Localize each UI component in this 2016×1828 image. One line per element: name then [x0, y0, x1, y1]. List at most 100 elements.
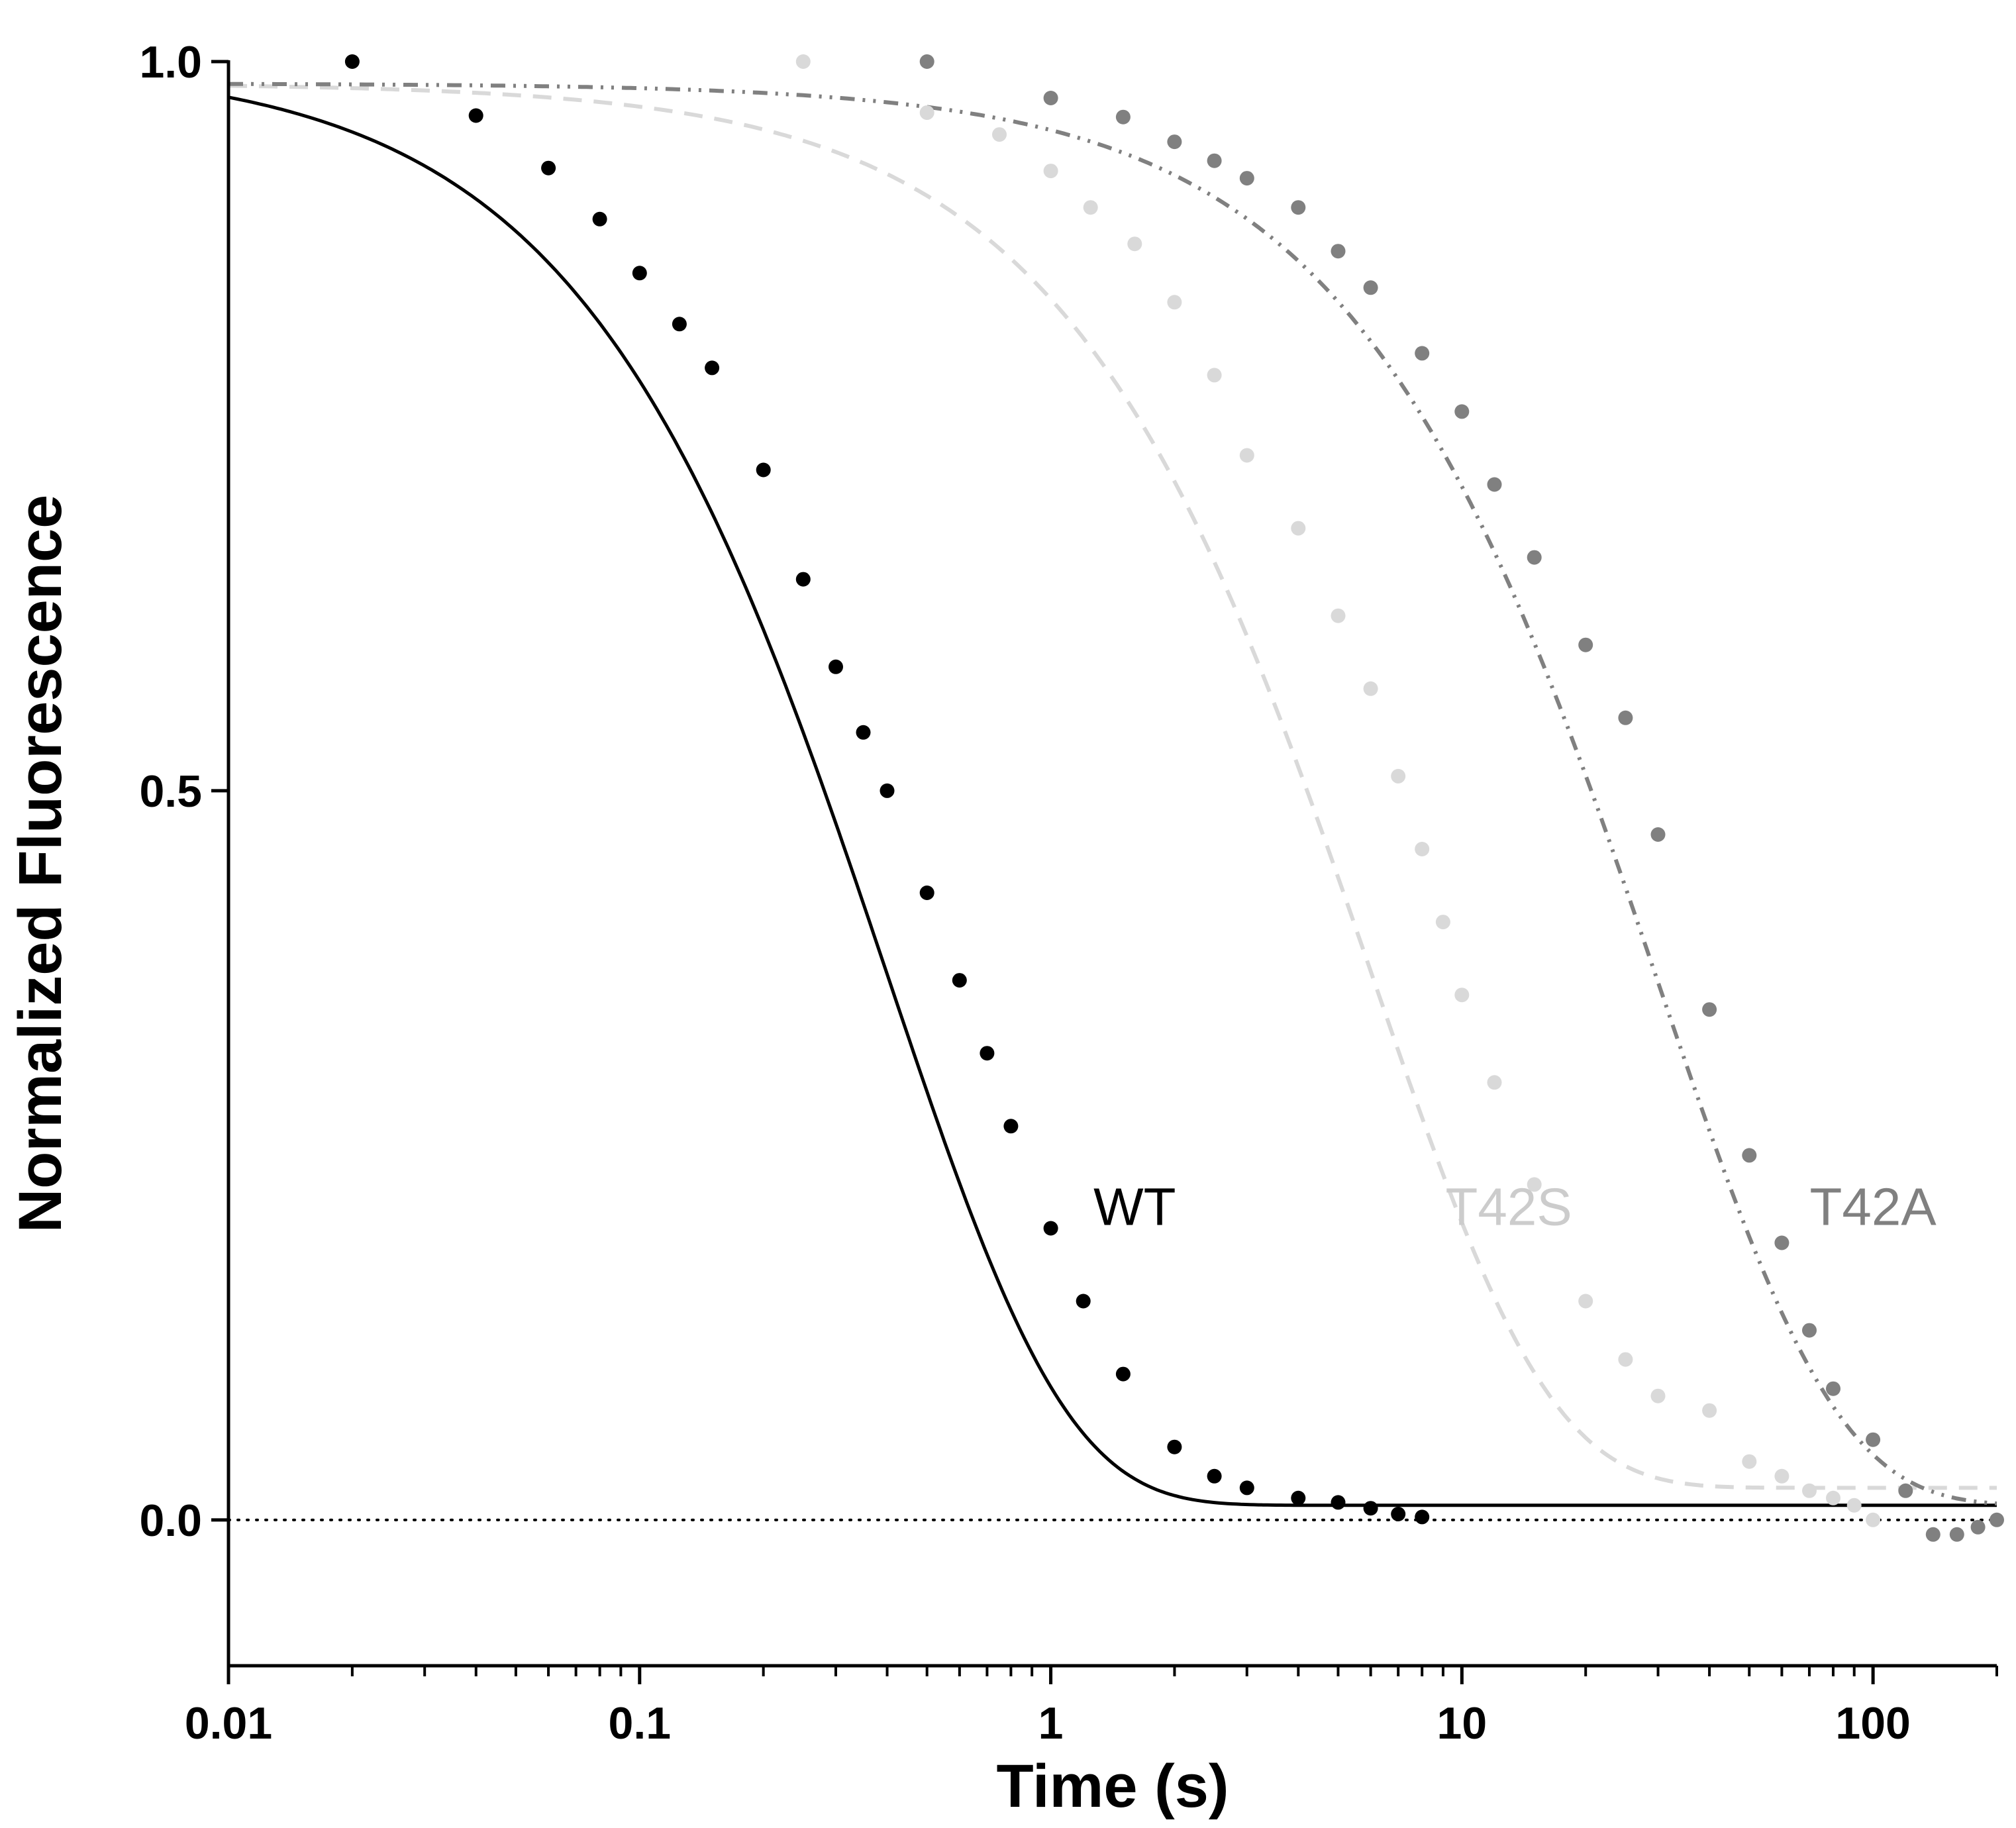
data-point-t42a — [1774, 1235, 1789, 1250]
data-point-t42a — [1650, 827, 1666, 842]
y-axis-title: Normalized Fluorescence — [7, 495, 74, 1233]
data-point-t42a — [1487, 477, 1502, 492]
x-tick-label: 100 — [1835, 1698, 1910, 1749]
data-point-t42a — [1925, 1527, 1940, 1542]
data-point-wt — [468, 108, 483, 123]
data-point-t42s — [1702, 1403, 1717, 1418]
data-point-wt — [1003, 1119, 1019, 1134]
data-point-t42s — [1291, 521, 1306, 536]
data-point-t42a — [1167, 134, 1182, 150]
x-tick-label: 10 — [1437, 1698, 1487, 1749]
data-point-t42s — [1331, 608, 1346, 623]
data-point-wt — [1239, 1480, 1254, 1496]
data-point-t42s — [919, 105, 934, 121]
data-point-t42a — [1702, 1002, 1717, 1017]
fit-curve-t42s — [228, 83, 1997, 1490]
y-tick-label: 1.0 — [139, 37, 202, 87]
data-point-t42a — [1949, 1527, 1964, 1542]
data-point-t42s — [1043, 164, 1058, 179]
data-point-t42s — [1083, 200, 1098, 215]
x-tick-label: 1 — [1038, 1698, 1064, 1749]
data-point-wt — [1076, 1294, 1091, 1309]
data-point-t42a — [1826, 1381, 1840, 1396]
data-point-t42s — [1774, 1468, 1789, 1484]
data-point-t42a — [1239, 171, 1254, 186]
fit-curve-wt — [228, 95, 1997, 1507]
data-point-t42s — [1207, 368, 1222, 383]
data-point-wt — [952, 973, 967, 988]
series-label-t42s: T42S — [1445, 1177, 1572, 1236]
data-point-t42s — [1866, 1512, 1881, 1527]
x-axis-title: Time (s) — [996, 1752, 1229, 1820]
data-point-wt — [1043, 1221, 1058, 1236]
data-point-wt — [672, 317, 687, 332]
data-point-t42a — [1990, 1512, 2004, 1527]
data-point-t42s — [1487, 1075, 1502, 1090]
fit-curves-layer — [228, 81, 1997, 1507]
series-label-t42a: T42A — [1810, 1177, 1937, 1236]
data-point-t42a — [1578, 637, 1593, 652]
series-t42a-points — [919, 54, 2004, 1542]
data-point-t42s — [1846, 1498, 1862, 1513]
data-point-wt — [829, 659, 843, 674]
data-point-wt — [1167, 1439, 1182, 1454]
data-point-wt — [1115, 1366, 1131, 1382]
data-point-t42a — [1415, 346, 1430, 361]
data-point-t42a — [1742, 1148, 1757, 1163]
data-point-wt — [541, 160, 556, 176]
data-point-t42s — [992, 127, 1007, 142]
data-point-wt — [856, 725, 871, 740]
data-point-t42s — [795, 54, 811, 69]
data-point-wt — [756, 462, 771, 478]
data-point-t42a — [1802, 1323, 1817, 1338]
x-tick-label: 0.1 — [609, 1698, 672, 1749]
data-point-t42a — [1291, 200, 1306, 215]
data-point-wt — [592, 211, 607, 227]
data-point-t42s — [1802, 1483, 1817, 1498]
data-point-wt — [1415, 1509, 1430, 1525]
data-point-wt — [980, 1046, 995, 1061]
data-point-t42s — [1742, 1454, 1757, 1469]
data-point-t42s — [1650, 1388, 1666, 1403]
data-point-t42a — [1618, 710, 1633, 725]
series-wt-points — [344, 54, 1430, 1525]
data-point-t42s — [1391, 768, 1406, 784]
data-point-t42a — [1115, 109, 1131, 125]
series-t42s-points — [795, 54, 1881, 1527]
data-point-t42s — [1578, 1294, 1593, 1309]
x-tick-label: 0.01 — [185, 1698, 272, 1749]
ticks-layer: 0.0 0.5 1.0 0.01 0.1 1 10 100 — [139, 37, 1998, 1749]
data-point-wt — [344, 54, 360, 69]
data-point-wt — [919, 886, 934, 900]
data-point-wt — [705, 360, 720, 376]
data-point-t42s — [1167, 295, 1182, 310]
data-point-t42a — [1363, 280, 1378, 295]
data-point-t42a — [1970, 1519, 1986, 1535]
data-point-t42a — [1866, 1432, 1881, 1447]
series-label-wt: WT — [1093, 1177, 1176, 1236]
data-point-t42s — [1435, 915, 1450, 930]
y-tick-label: 0.0 — [139, 1496, 202, 1546]
data-point-t42a — [1331, 244, 1346, 259]
data-point-t42a — [1454, 404, 1470, 419]
data-point-t42s — [1826, 1490, 1840, 1505]
data-point-wt — [880, 783, 895, 798]
data-point-t42s — [1363, 681, 1378, 696]
series-labels-layer: WT T42S T42A — [1093, 1177, 1937, 1236]
data-point-t42a — [1043, 91, 1058, 105]
data-point-t42a — [1898, 1483, 1913, 1498]
data-point-wt — [1291, 1490, 1306, 1505]
data-points-layer — [344, 54, 2004, 1542]
data-point-wt — [795, 572, 811, 587]
data-point-wt — [1207, 1468, 1222, 1484]
data-point-t42s — [1527, 1177, 1542, 1192]
data-point-t42s — [1239, 448, 1254, 463]
data-point-t42s — [1127, 236, 1142, 252]
y-tick-label: 0.5 — [139, 766, 202, 817]
data-point-t42a — [1527, 550, 1542, 565]
data-point-wt — [1391, 1507, 1406, 1521]
data-point-t42a — [1207, 153, 1222, 168]
data-point-t42s — [1415, 842, 1430, 856]
fit-curve-t42a — [228, 81, 1997, 1506]
